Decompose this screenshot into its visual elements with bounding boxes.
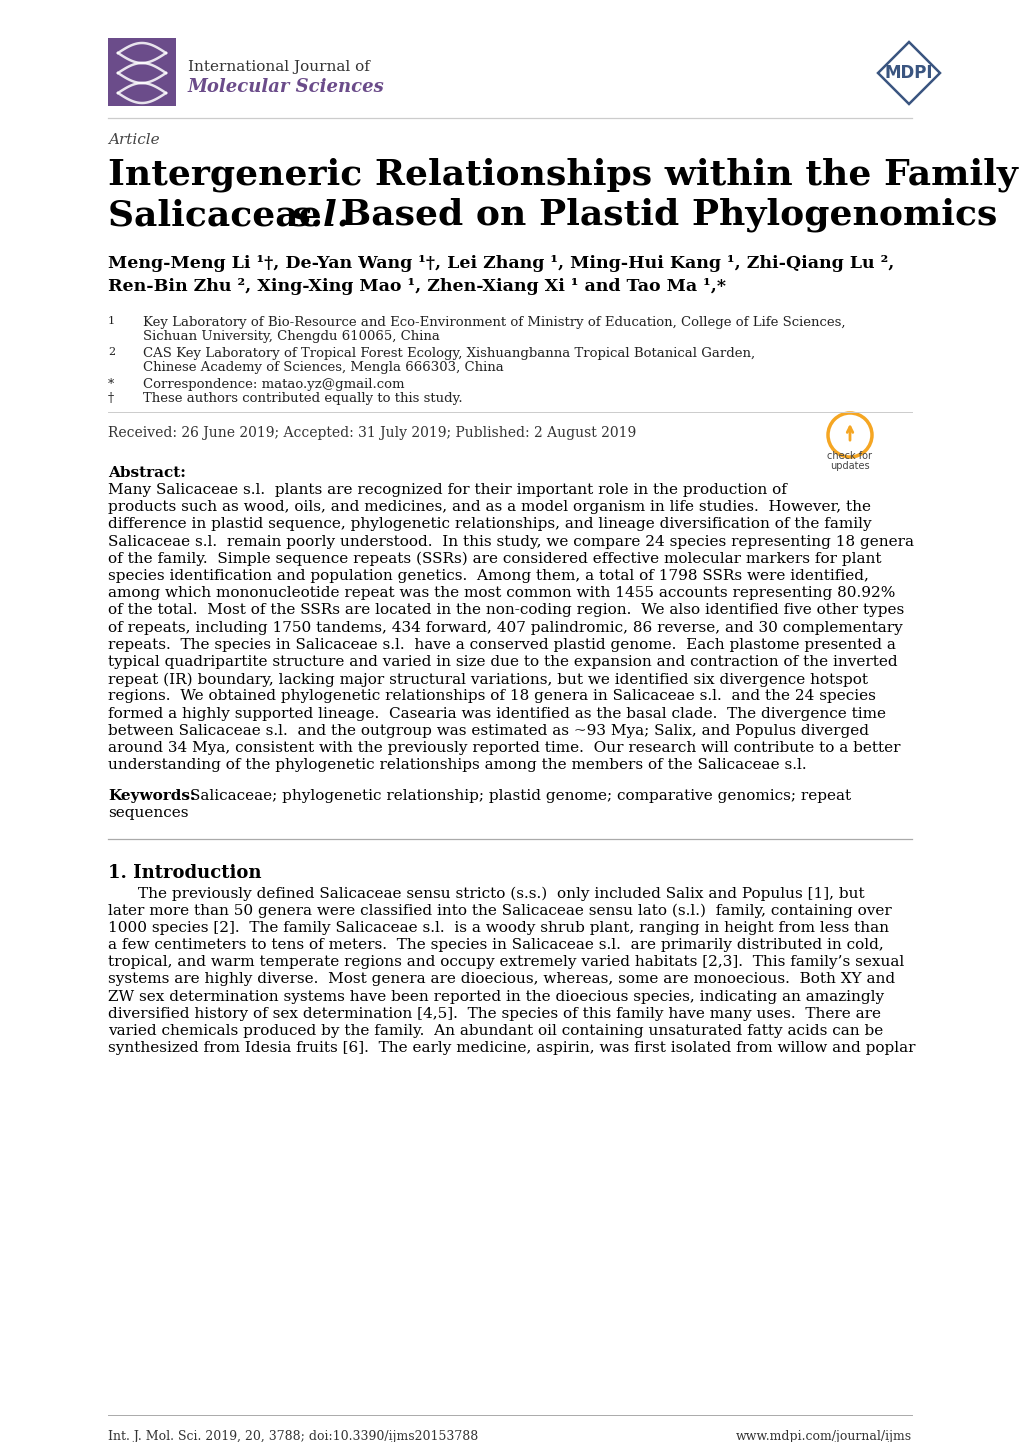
Text: difference in plastid sequence, phylogenetic relationships, and lineage diversif: difference in plastid sequence, phylogen… — [108, 518, 871, 532]
Text: CAS Key Laboratory of Tropical Forest Ecology, Xishuangbanna Tropical Botanical : CAS Key Laboratory of Tropical Forest Ec… — [143, 348, 754, 360]
Text: Salicaceae; phylogenetic relationship; plastid genome; comparative genomics; rep: Salicaceae; phylogenetic relationship; p… — [190, 789, 850, 803]
Text: Int. J. Mol. Sci. 2019, 20, 3788; doi:10.3390/ijms20153788: Int. J. Mol. Sci. 2019, 20, 3788; doi:10… — [108, 1430, 478, 1442]
Text: updates: updates — [829, 461, 869, 472]
Text: regions.  We obtained phylogenetic relationships of 18 genera in Salicaceae s.l.: regions. We obtained phylogenetic relati… — [108, 689, 875, 704]
FancyBboxPatch shape — [108, 37, 176, 107]
Text: Intergeneric Relationships within the Family: Intergeneric Relationships within the Fa… — [108, 159, 1017, 192]
Text: repeat (IR) boundary, lacking major structural variations, but we identified six: repeat (IR) boundary, lacking major stru… — [108, 672, 867, 686]
Text: The previously defined Salicaceae sensu stricto (s.s.)  only included Salix and : The previously defined Salicaceae sensu … — [138, 887, 864, 901]
Text: Ren-Bin Zhu ², Xing-Xing Mao ¹, Zhen-Xiang Xi ¹ and Tao Ma ¹,*: Ren-Bin Zhu ², Xing-Xing Mao ¹, Zhen-Xia… — [108, 278, 726, 296]
Text: a few centimeters to tens of meters.  The species in Salicaceae s.l.  are primar: a few centimeters to tens of meters. The… — [108, 937, 882, 952]
Text: of the family.  Simple sequence repeats (SSRs) are considered effective molecula: of the family. Simple sequence repeats (… — [108, 552, 880, 567]
Text: systems are highly diverse.  Most genera are dioecious, whereas, some are monoec: systems are highly diverse. Most genera … — [108, 972, 895, 986]
Text: of repeats, including 1750 tandems, 434 forward, 407 palindromic, 86 reverse, an: of repeats, including 1750 tandems, 434 … — [108, 620, 902, 634]
Text: species identification and population genetics.  Among them, a total of 1798 SSR: species identification and population ge… — [108, 570, 868, 583]
Text: Molecular Sciences: Molecular Sciences — [187, 78, 384, 97]
Text: 1. Introduction: 1. Introduction — [108, 864, 261, 883]
Text: Chinese Academy of Sciences, Mengla 666303, China: Chinese Academy of Sciences, Mengla 6663… — [143, 360, 503, 373]
Text: Sichuan University, Chengdu 610065, China: Sichuan University, Chengdu 610065, Chin… — [143, 330, 439, 343]
Text: between Salicaceae s.l.  and the outgroup was estimated as ~93 Mya; Salix, and P: between Salicaceae s.l. and the outgroup… — [108, 724, 868, 738]
Text: International Journal of: International Journal of — [187, 61, 370, 74]
Text: check for: check for — [826, 451, 871, 461]
Text: 2: 2 — [108, 348, 115, 358]
Text: Salicaceae: Salicaceae — [108, 198, 334, 232]
Text: s.l.: s.l. — [289, 198, 350, 232]
Text: *: * — [108, 378, 114, 391]
Text: Key Laboratory of Bio-Resource and Eco-Environment of Ministry of Education, Col: Key Laboratory of Bio-Resource and Eco-E… — [143, 316, 845, 329]
Text: Correspondence: matao.yz@gmail.com: Correspondence: matao.yz@gmail.com — [143, 378, 405, 391]
Text: Based on Plastid Phylogenomics: Based on Plastid Phylogenomics — [328, 198, 997, 232]
Text: later more than 50 genera were classified into the Salicaceae sensu lato (s.l.) : later more than 50 genera were classifie… — [108, 904, 891, 919]
Text: Keywords:: Keywords: — [108, 789, 196, 803]
Text: varied chemicals produced by the family.  An abundant oil containing unsaturated: varied chemicals produced by the family.… — [108, 1024, 882, 1038]
Text: diversified history of sex determination [4,5].  The species of this family have: diversified history of sex determination… — [108, 1007, 880, 1021]
Text: These authors contributed equally to this study.: These authors contributed equally to thi… — [143, 392, 463, 405]
Text: understanding of the phylogenetic relationships among the members of the Salicac: understanding of the phylogenetic relati… — [108, 758, 806, 773]
Text: ZW sex determination systems have been reported in the dioecious species, indica: ZW sex determination systems have been r… — [108, 989, 883, 1004]
Text: Salicaceae s.l.  remain poorly understood.  In this study, we compare 24 species: Salicaceae s.l. remain poorly understood… — [108, 535, 913, 548]
Text: Meng-Meng Li ¹†, De-Yan Wang ¹†, Lei Zhang ¹, Ming-Hui Kang ¹, Zhi-Qiang Lu ²,: Meng-Meng Li ¹†, De-Yan Wang ¹†, Lei Zha… — [108, 255, 894, 273]
Text: around 34 Mya, consistent with the previously reported time.  Our research will : around 34 Mya, consistent with the previ… — [108, 741, 900, 756]
Text: Received: 26 June 2019; Accepted: 31 July 2019; Published: 2 August 2019: Received: 26 June 2019; Accepted: 31 Jul… — [108, 425, 636, 440]
Text: synthesized from Idesia fruits [6].  The early medicine, aspirin, was first isol: synthesized from Idesia fruits [6]. The … — [108, 1041, 915, 1056]
Text: †: † — [108, 392, 114, 405]
Text: of the total.  Most of the SSRs are located in the non-coding region.  We also i: of the total. Most of the SSRs are locat… — [108, 603, 904, 617]
Text: tropical, and warm temperate regions and occupy extremely varied habitats [2,3].: tropical, and warm temperate regions and… — [108, 955, 904, 969]
Text: repeats.  The species in Salicaceae s.l.  have a conserved plastid genome.  Each: repeats. The species in Salicaceae s.l. … — [108, 637, 895, 652]
Text: Many Salicaceae s.l.  plants are recognized for their important role in the prod: Many Salicaceae s.l. plants are recogniz… — [108, 483, 786, 497]
Text: sequences: sequences — [108, 806, 189, 820]
Text: Article: Article — [108, 133, 159, 147]
Text: MDPI: MDPI — [883, 63, 932, 82]
Text: typical quadripartite structure and varied in size due to the expansion and cont: typical quadripartite structure and vari… — [108, 655, 897, 669]
Text: among which mononucleotide repeat was the most common with 1455 accounts represe: among which mononucleotide repeat was th… — [108, 587, 895, 600]
Text: www.mdpi.com/journal/ijms: www.mdpi.com/journal/ijms — [735, 1430, 911, 1442]
Text: Abstract:: Abstract: — [108, 466, 185, 480]
Text: 1: 1 — [108, 316, 115, 326]
Text: products such as wood, oils, and medicines, and as a model organism in life stud: products such as wood, oils, and medicin… — [108, 500, 870, 515]
Text: 1000 species [2].  The family Salicaceae s.l.  is a woody shrub plant, ranging i: 1000 species [2]. The family Salicaceae … — [108, 921, 889, 934]
Text: formed a highly supported lineage.  Casearia was identified as the basal clade. : formed a highly supported lineage. Casea… — [108, 707, 886, 721]
